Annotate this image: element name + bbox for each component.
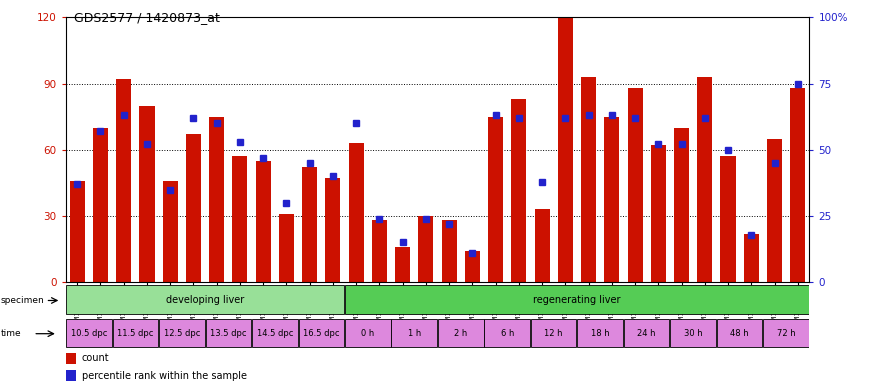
Text: 14.5 dpc: 14.5 dpc xyxy=(256,329,293,338)
Bar xyxy=(442,220,457,282)
FancyBboxPatch shape xyxy=(578,319,623,347)
Bar xyxy=(744,233,759,282)
Bar xyxy=(720,156,736,282)
Text: 16.5 dpc: 16.5 dpc xyxy=(303,329,340,338)
Bar xyxy=(255,161,270,282)
Bar xyxy=(186,134,201,282)
Bar xyxy=(396,247,410,282)
FancyBboxPatch shape xyxy=(206,319,251,347)
Bar xyxy=(66,353,76,364)
FancyBboxPatch shape xyxy=(624,319,669,347)
Text: 13.5 dpc: 13.5 dpc xyxy=(210,329,247,338)
Bar xyxy=(116,79,131,282)
Text: 24 h: 24 h xyxy=(637,329,656,338)
FancyBboxPatch shape xyxy=(252,319,298,347)
Text: 12 h: 12 h xyxy=(544,329,563,338)
FancyBboxPatch shape xyxy=(298,319,344,347)
Bar xyxy=(511,99,527,282)
Text: 6 h: 6 h xyxy=(500,329,514,338)
FancyBboxPatch shape xyxy=(670,319,716,347)
FancyBboxPatch shape xyxy=(345,285,808,314)
Bar xyxy=(326,179,340,282)
Bar xyxy=(581,77,596,282)
Text: count: count xyxy=(81,353,109,363)
Bar xyxy=(70,181,85,282)
Bar xyxy=(418,216,433,282)
FancyBboxPatch shape xyxy=(66,285,344,314)
FancyBboxPatch shape xyxy=(531,319,577,347)
Text: time: time xyxy=(1,329,22,338)
Text: 72 h: 72 h xyxy=(777,329,795,338)
Bar xyxy=(488,117,503,282)
Bar xyxy=(627,88,642,282)
Text: 48 h: 48 h xyxy=(731,329,749,338)
Bar xyxy=(372,220,387,282)
FancyBboxPatch shape xyxy=(345,319,390,347)
FancyBboxPatch shape xyxy=(717,319,762,347)
Bar xyxy=(697,77,712,282)
FancyBboxPatch shape xyxy=(391,319,437,347)
Text: 1 h: 1 h xyxy=(408,329,421,338)
Bar xyxy=(66,371,76,381)
Text: 12.5 dpc: 12.5 dpc xyxy=(164,329,200,338)
Text: developing liver: developing liver xyxy=(166,295,244,306)
Text: 10.5 dpc: 10.5 dpc xyxy=(71,329,107,338)
Text: regenerating liver: regenerating liver xyxy=(533,295,620,306)
Bar xyxy=(605,117,620,282)
Text: 2 h: 2 h xyxy=(454,329,467,338)
Bar xyxy=(209,117,224,282)
Bar xyxy=(465,252,480,282)
FancyBboxPatch shape xyxy=(66,319,112,347)
Bar xyxy=(790,88,805,282)
Bar xyxy=(93,127,108,282)
Bar xyxy=(767,139,782,282)
Bar xyxy=(651,146,666,282)
FancyBboxPatch shape xyxy=(438,319,484,347)
Text: specimen: specimen xyxy=(1,296,45,305)
Text: 18 h: 18 h xyxy=(591,329,610,338)
Text: 30 h: 30 h xyxy=(684,329,703,338)
Text: GDS2577 / 1420873_at: GDS2577 / 1420873_at xyxy=(74,12,220,25)
FancyBboxPatch shape xyxy=(763,319,808,347)
Bar xyxy=(302,167,318,282)
Bar xyxy=(674,127,690,282)
Text: percentile rank within the sample: percentile rank within the sample xyxy=(81,371,247,381)
Bar xyxy=(233,156,248,282)
Bar xyxy=(557,17,573,282)
Bar xyxy=(535,209,550,282)
Bar xyxy=(348,143,364,282)
FancyBboxPatch shape xyxy=(485,319,530,347)
Text: 11.5 dpc: 11.5 dpc xyxy=(117,329,153,338)
FancyBboxPatch shape xyxy=(159,319,205,347)
Bar xyxy=(139,106,155,282)
Text: 0 h: 0 h xyxy=(361,329,374,338)
Bar xyxy=(279,214,294,282)
FancyBboxPatch shape xyxy=(113,319,158,347)
Bar xyxy=(163,181,178,282)
